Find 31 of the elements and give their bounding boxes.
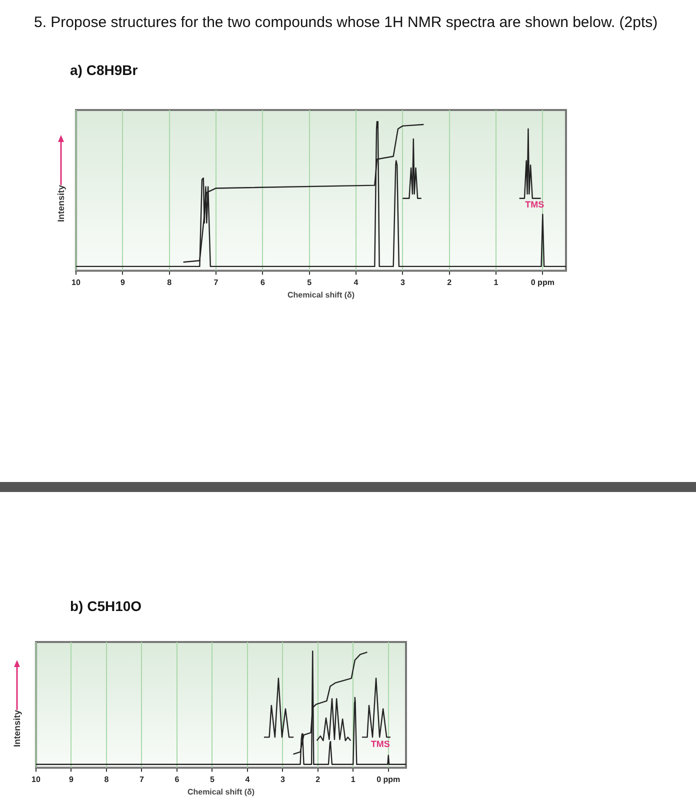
x-axis-title: Chemical shift (δ) xyxy=(187,787,255,796)
x-tick-label: 7 xyxy=(214,278,219,287)
annotation: TMS xyxy=(370,738,390,749)
x-tick-label: 6 xyxy=(174,774,180,784)
y-axis-title: Intensity xyxy=(12,710,22,748)
x-tick-label: 10 xyxy=(32,774,41,784)
x-tick-label: 7 xyxy=(139,774,144,784)
x-tick-label: 4 xyxy=(245,774,250,784)
x-tick-label: 9 xyxy=(120,278,126,287)
chart-subtitle: a) C8H9Br xyxy=(70,62,138,78)
x-tick-label: 3 xyxy=(400,278,406,287)
x-tick-label: 1 xyxy=(350,774,356,784)
x-tick-label: 4 xyxy=(354,278,359,287)
x-tick-label: 3 xyxy=(280,774,286,784)
annotation: TMS xyxy=(525,200,544,210)
x-tick-label: 5 xyxy=(307,278,312,287)
chart-title: 5. Propose structures for the two compounds whose 1H NMR spectra are shown below. (2pts) xyxy=(34,14,658,31)
y-axis-title: Intensity xyxy=(56,185,66,222)
x-tick-label: 8 xyxy=(104,774,110,784)
x-tick-label: 0 ppm xyxy=(376,774,400,784)
x-tick-label: 10 xyxy=(72,278,81,287)
chart-subtitle: b) C5H10O xyxy=(70,598,142,614)
x-axis-title: Chemical shift (δ) xyxy=(287,290,355,300)
x-tick-label: 2 xyxy=(316,774,321,784)
x-tick-label: 5 xyxy=(210,774,215,784)
x-tick-label: 6 xyxy=(260,278,266,287)
x-tick-label: 1 xyxy=(494,278,499,287)
x-tick-label: 0 ppm xyxy=(530,278,554,287)
x-tick-label: 8 xyxy=(167,278,172,287)
x-tick-label: 2 xyxy=(447,278,452,287)
x-tick-label: 9 xyxy=(69,774,74,784)
